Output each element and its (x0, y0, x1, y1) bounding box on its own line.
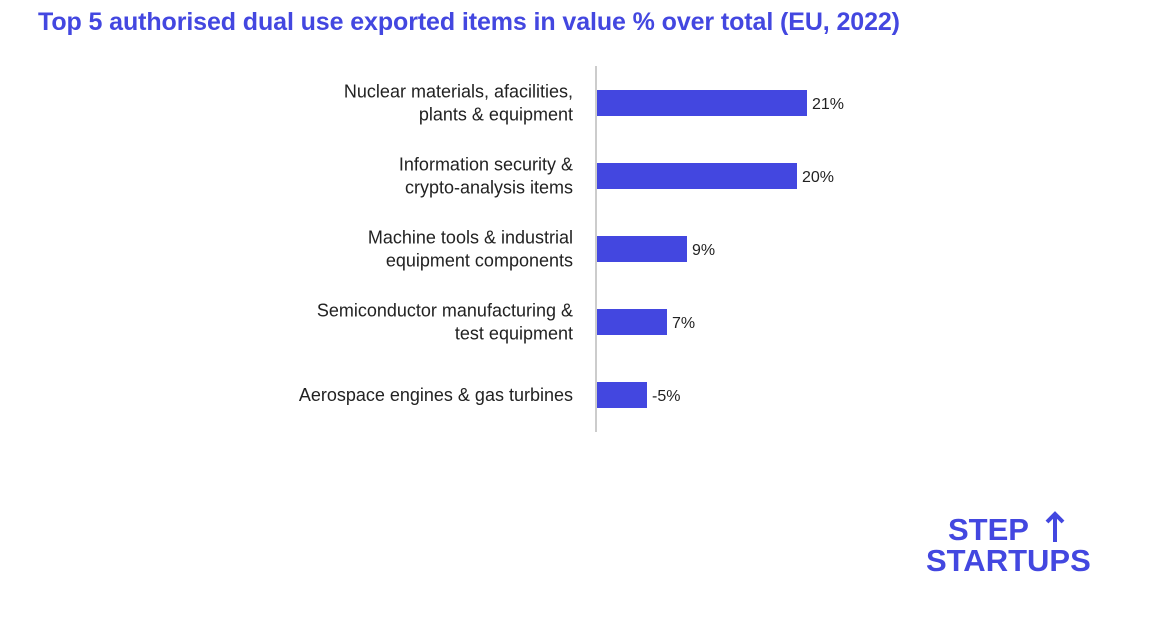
category-label-line: Information security & (399, 155, 573, 175)
step-startups-logo: STEP STARTUPS (926, 511, 1091, 578)
category-label-line: Aerospace engines & gas turbines (299, 385, 573, 405)
category-label-1: Information security & crypto-analysis it… (399, 155, 573, 198)
value-label-3: 7% (672, 315, 695, 332)
bar-0 (597, 90, 807, 116)
chart-title: Top 5 authorised dual use exported items… (38, 8, 900, 36)
bar-3 (597, 309, 667, 335)
category-label-3: Semiconductor manufacturing & test equipm… (317, 301, 573, 344)
bar-chart: 21% Nuclear materials, afacilities, plants… (299, 66, 844, 432)
value-label-1: 20% (802, 169, 834, 186)
value-label-4: -5% (652, 388, 680, 405)
category-label-0: Nuclear materials, afacilities, plants & … (344, 82, 573, 125)
logo-line-1: STEP (948, 512, 1029, 547)
bar-4 (597, 382, 647, 408)
category-label-line: crypto-analysis items (405, 178, 573, 198)
logo-line-2: STARTUPS (926, 543, 1091, 578)
category-label-line: Nuclear materials, afacilities, (344, 82, 573, 102)
value-label-2: 9% (692, 242, 715, 259)
value-label-0: 21% (812, 96, 844, 113)
logo-arrow-icon (1045, 511, 1065, 542)
category-label-line: test equipment (455, 324, 573, 344)
category-label-line: plants & equipment (419, 105, 573, 125)
category-label-line: Machine tools & industrial (368, 228, 573, 248)
category-label-4: Aerospace engines & gas turbines (299, 385, 573, 405)
category-label-2: Machine tools & industrial equipment comp… (368, 228, 573, 271)
category-label-line: Semiconductor manufacturing & (317, 301, 573, 321)
category-label-line: equipment components (386, 251, 573, 271)
bar-2 (597, 236, 687, 262)
bar-1 (597, 163, 797, 189)
